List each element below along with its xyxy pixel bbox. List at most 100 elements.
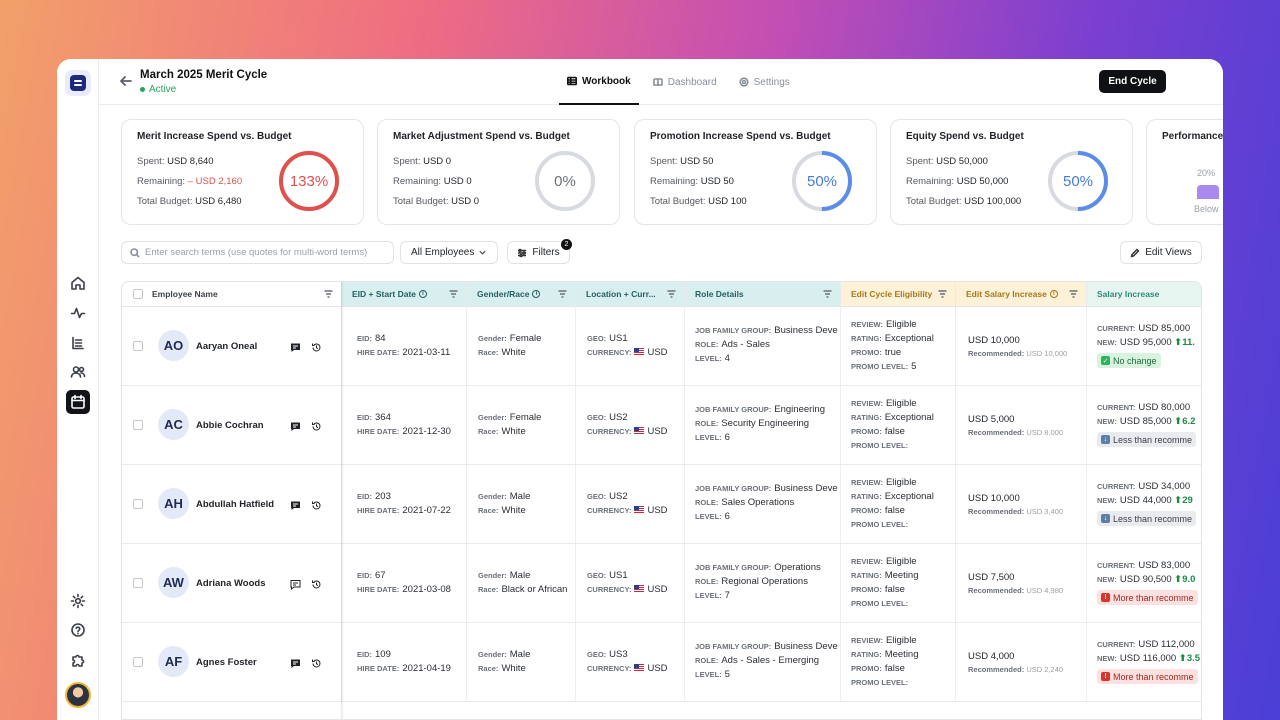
table-row[interactable]: AO Aaryan Oneal EID: 84 HIRE DATE: 2021-03… [122,307,1201,386]
col-edit-cycle-eligibility[interactable]: Edit Cycle Eligibility [841,282,956,306]
col-role-details[interactable]: Role Details [685,282,841,306]
filter-lines-icon[interactable] [938,290,947,298]
history-icon[interactable] [311,340,322,352]
rating-value: RATING: Exceptional [851,491,934,502]
eligibility-cell[interactable]: REVIEW: Eligible RATING: Meeting PROMO: fal… [841,544,956,622]
increase-percent: 6.2 [1182,416,1196,427]
back-button[interactable] [119,74,133,88]
geo-value: GEO: US3 [587,649,628,660]
filter-lines-icon[interactable] [667,290,676,298]
sidebar-help[interactable] [66,618,90,642]
salary-increase-value[interactable]: USD 10,000 [968,335,1020,346]
sidebar-home[interactable] [66,271,90,295]
tab-settings[interactable]: Settings [731,59,798,105]
edit-salary-cell[interactable]: USD 4,000 Recommended: USD 2,240 [956,623,1087,701]
col-salary-increase[interactable]: Salary Increase [1087,282,1201,306]
search-input[interactable] [145,247,385,258]
edit-salary-cell[interactable]: USD 10,000 Recommended: USD 3,400 [956,465,1087,543]
user-avatar[interactable] [65,682,91,708]
book-icon [652,78,663,86]
comment-icon[interactable] [290,577,301,591]
row-checkbox[interactable] [133,420,143,430]
new-salary: NEW: USD 44,000 ⬆29 [1097,495,1193,506]
sidebar-integrations[interactable] [66,648,90,672]
end-cycle-button[interactable]: End Cycle [1099,70,1166,93]
salary-increase-value[interactable]: USD 4,000 [968,651,1015,662]
edit-views-button[interactable]: Edit Views [1120,241,1202,264]
employee-name[interactable]: Agnes Foster [196,657,257,668]
search-box[interactable] [121,241,394,264]
employee-name[interactable]: Abdullah Hatfield [196,499,275,510]
filter-lines-icon[interactable] [449,290,458,298]
col-employee-name[interactable]: Employee Name [122,282,342,306]
filter-lines-icon[interactable] [823,290,832,298]
eligibility-cell[interactable]: REVIEW: Eligible RATING: Exceptional PROMO… [841,465,956,543]
eligibility-cell[interactable]: REVIEW: Eligible RATING: Meeting PROMO: fal… [841,623,956,701]
sidebar-reports[interactable] [66,331,90,355]
currency-value: CURRENCY: USD [587,505,668,516]
history-icon[interactable] [311,419,322,431]
salary-increase-value[interactable]: USD 5,000 [968,414,1015,425]
salary-increase-value[interactable]: USD 7,500 [968,572,1015,583]
col-gender-race[interactable]: Gender/Race i [467,282,576,306]
filter-lines-icon[interactable] [324,290,333,298]
card-total-budget: Total Budget: USD 100 [650,196,747,207]
budget-card[interactable]: Market Adjustment Spend vs. Budget Spent… [377,119,620,225]
history-icon[interactable] [311,498,322,510]
filter-lines-icon[interactable] [558,290,567,298]
employee-name[interactable]: Abbie Cochran [196,420,264,431]
table-row[interactable]: AF Agnes Foster EID: 109 HIRE DATE: 2021-0… [122,623,1201,702]
comment-icon[interactable] [290,656,301,668]
filter-lines-icon[interactable] [1069,290,1078,298]
table-row[interactable]: AW Adriana Woods EID: 67 HIRE DATE: 2021-0… [122,544,1201,623]
row-checkbox[interactable] [133,657,143,667]
tab-workbook[interactable]: Workbook [559,59,639,105]
edit-salary-cell[interactable]: USD 7,500 Recommended: USD 4,980 [956,544,1087,622]
sidebar-people[interactable] [66,360,90,384]
col-location-currency[interactable]: Location + Curr... [576,282,685,306]
rating-value: RATING: Meeting [851,649,919,660]
table-row[interactable]: AH Abdullah Hatfield EID: 203 HIRE DATE: 2… [122,465,1201,544]
row-checkbox[interactable] [133,499,143,509]
activity-icon [70,307,86,319]
comment-icon[interactable] [290,419,301,431]
history-icon[interactable] [311,656,322,668]
row-checkbox[interactable] [133,578,143,588]
info-icon[interactable]: i [532,290,541,298]
performance-card[interactable]: Performance 20% Below [1146,119,1223,225]
comment-icon[interactable] [290,498,301,510]
chip-status-icon: ↓ [1101,435,1110,444]
location-cell: GEO: US2 CURRENCY: USD [576,465,685,543]
comment-icon[interactable] [290,340,301,352]
app-logo[interactable] [65,70,91,96]
table-row[interactable]: AC Abbie Cochran EID: 364 HIRE DATE: 2021-… [122,386,1201,465]
col-edit-salary-increase[interactable]: Edit Salary Increase i [956,282,1087,306]
edit-salary-cell[interactable]: USD 10,000 Recommended: USD 10,000 [956,307,1087,385]
tab-dashboard[interactable]: Dashboard [645,59,725,105]
budget-card[interactable]: Merit Increase Spend vs. Budget Spent: U… [121,119,364,225]
sidebar-activity[interactable] [66,301,90,325]
eligibility-cell[interactable]: REVIEW: Eligible RATING: Exceptional PROMO… [841,307,956,385]
salary-summary-cell: CURRENT: USD 83,000 NEW: USD 90,500 ⬆9.0 !… [1087,544,1201,622]
edit-salary-cell[interactable]: USD 5,000 Recommended: USD 8,000 [956,386,1087,464]
eligibility-cell[interactable]: REVIEW: Eligible RATING: Exceptional PROMO… [841,386,956,464]
employee-name[interactable]: Adriana Woods [196,578,266,589]
budget-card[interactable]: Promotion Increase Spend vs. Budget Spen… [634,119,877,225]
col-eid-start-date[interactable]: EID + Start Date i [342,282,467,306]
employee-cell: AO Aaryan Oneal [122,307,342,385]
sidebar-cycles[interactable] [66,390,90,414]
select-all-checkbox[interactable] [133,289,143,299]
employee-filter-select[interactable]: All Employees [400,241,498,264]
tab-bar: Workbook Dashboard Settings [559,59,804,105]
history-icon[interactable] [311,577,322,589]
info-icon[interactable]: i [419,290,428,298]
sidebar-settings[interactable] [66,589,90,613]
filters-button[interactable]: Filters [507,241,570,264]
card-remaining: Remaining: USD 50,000 [906,176,1009,187]
edit-views-label: Edit Views [1145,247,1192,258]
budget-card[interactable]: Equity Spend vs. Budget Spent: USD 50,00… [890,119,1133,225]
info-icon[interactable]: i [1049,290,1058,298]
salary-increase-value[interactable]: USD 10,000 [968,493,1020,504]
employee-name[interactable]: Aaryan Oneal [196,341,258,352]
row-checkbox[interactable] [133,341,143,351]
